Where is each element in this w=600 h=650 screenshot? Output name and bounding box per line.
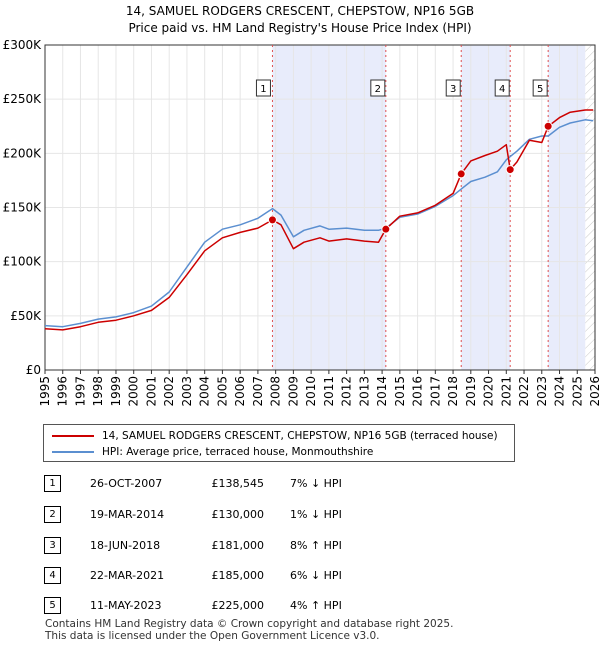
sale-date: 22-MAR-2021 [90, 569, 165, 582]
legend-item-hpi: HPI: Average price, terraced house, Monm… [52, 444, 373, 460]
x-tick-label: 2010 [304, 376, 318, 407]
sale-hpi-diff: 8% ↑ HPI [290, 539, 342, 552]
hpi-line-swatch [52, 451, 94, 453]
table-row: 4 22-MAR-2021 £185,000 6% ↓ HPI [40, 567, 560, 585]
y-tick-label: £250K [3, 92, 43, 106]
sale-marker-label: 2 [375, 84, 381, 95]
x-tick-label: 2016 [411, 376, 425, 407]
sale-marker-label: 1 [260, 84, 266, 95]
sale-point [543, 121, 553, 131]
x-tick-label: 2024 [553, 376, 567, 407]
x-tick-label: 2015 [393, 376, 407, 407]
footer-copyright: Contains HM Land Registry data © Crown c… [45, 618, 454, 630]
x-tick-label: 2007 [251, 376, 265, 407]
y-tick-label: £0 [26, 363, 41, 377]
footer-attribution: Contains HM Land Registry data © Crown c… [45, 618, 453, 642]
sale-price: £225,000 [211, 599, 265, 612]
sale-number-badge: 2 [44, 506, 61, 523]
x-tick-label: 2009 [286, 376, 300, 407]
x-tick-label: 2013 [357, 376, 371, 407]
y-tick-label: £150K [3, 201, 43, 215]
sale-marker-box [494, 79, 510, 97]
legend-item-property: 14, SAMUEL RODGERS CRESCENT, CHEPSTOW, N… [52, 428, 498, 444]
sale-number-badge: 1 [44, 475, 61, 492]
property-series-line [44, 109, 594, 331]
sale-point [267, 215, 277, 225]
sale-marker-box [370, 79, 386, 97]
chart-title: 14, SAMUEL RODGERS CRESCENT, CHEPSTOW, N… [126, 4, 474, 18]
sale-price: £130,000 [211, 508, 265, 521]
x-tick-label: 2012 [340, 376, 354, 407]
x-tick-label: 2011 [322, 376, 336, 407]
sale-marker-box [532, 79, 548, 97]
plot-frame [44, 44, 596, 371]
x-tick-label: 2020 [482, 376, 496, 407]
sale-number-badge: 3 [44, 537, 61, 554]
legend: 14, SAMUEL RODGERS CRESCENT, CHEPSTOW, N… [43, 424, 515, 462]
x-tick-label: 2003 [180, 376, 194, 407]
x-tick-label: 2023 [535, 376, 549, 407]
x-tick-label: 2014 [375, 376, 389, 407]
sale-number-badge: 5 [44, 597, 61, 614]
sale-point [505, 165, 515, 175]
x-tick-label: 2017 [428, 376, 442, 407]
x-tick-label: 2001 [144, 376, 158, 407]
y-tick-label: £200K [3, 146, 43, 160]
chart-subtitle: Price paid vs. HM Land Registry's House … [128, 21, 471, 35]
sale-marker-box [445, 79, 461, 97]
sale-marker-label: 5 [537, 84, 543, 95]
hpi-series-line [44, 119, 594, 328]
legend-property-label: 14, SAMUEL RODGERS CRESCENT, CHEPSTOW, N… [102, 430, 498, 442]
sale-hpi-diff: 6% ↓ HPI [290, 569, 342, 582]
sale-date: 18-JUN-2018 [90, 539, 161, 552]
sale-marker-box [255, 79, 271, 97]
x-tick-label: 2026 [588, 376, 600, 407]
sale-price: £185,000 [211, 569, 265, 582]
x-tick-label: 1996 [56, 376, 70, 407]
sale-hpi-diff: 7% ↓ HPI [290, 477, 342, 490]
x-tick-label: 1995 [38, 376, 52, 407]
x-tick-label: 2000 [127, 376, 141, 407]
x-tick-label: 2004 [198, 376, 212, 407]
sale-price: £138,545 [211, 477, 265, 490]
sale-number-badge: 4 [44, 567, 61, 584]
table-row: 1 26-OCT-2007 £138,545 7% ↓ HPI [40, 475, 560, 493]
y-tick-label: £300K [3, 38, 43, 52]
sale-hpi-diff: 1% ↓ HPI [290, 508, 342, 521]
sale-date: 26-OCT-2007 [90, 477, 163, 490]
x-tick-label: 2025 [570, 376, 584, 407]
table-row: 3 18-JUN-2018 £181,000 8% ↑ HPI [40, 537, 560, 555]
x-tick-label: 2008 [269, 376, 283, 407]
x-tick-label: 2021 [499, 376, 513, 407]
x-tick-label: 2022 [517, 376, 531, 407]
x-tick-label: 2019 [464, 376, 478, 407]
x-tick-label: 1999 [109, 376, 123, 407]
y-tick-label: £100K [3, 255, 43, 269]
sale-date: 19-MAR-2014 [90, 508, 165, 521]
x-tick-label: 1997 [73, 376, 87, 407]
sale-hpi-diff: 4% ↑ HPI [290, 599, 342, 612]
property-line-swatch [52, 435, 94, 437]
x-tick-label: 2018 [446, 376, 460, 407]
x-tick-label: 1998 [91, 376, 105, 407]
footer-licence: This data is licensed under the Open Gov… [45, 630, 380, 642]
x-tick-label: 2006 [233, 376, 247, 407]
sale-marker-label: 3 [450, 84, 456, 95]
x-tick-label: 2005 [215, 376, 229, 407]
table-row: 5 11-MAY-2023 £225,000 4% ↑ HPI [40, 597, 560, 615]
y-tick-label: £50K [10, 309, 42, 323]
table-row: 2 19-MAR-2014 £130,000 1% ↓ HPI [40, 506, 560, 524]
price-chart: 14, SAMUEL RODGERS CRESCENT, CHEPSTOW, N… [3, 4, 600, 407]
sale-point [456, 169, 466, 179]
sale-price: £181,000 [211, 539, 265, 552]
legend-hpi-label: HPI: Average price, terraced house, Monm… [102, 446, 374, 458]
sale-marker-label: 4 [499, 84, 505, 95]
x-tick-label: 2002 [162, 376, 176, 407]
sale-date: 11-MAY-2023 [90, 599, 162, 612]
sale-point [381, 224, 391, 234]
